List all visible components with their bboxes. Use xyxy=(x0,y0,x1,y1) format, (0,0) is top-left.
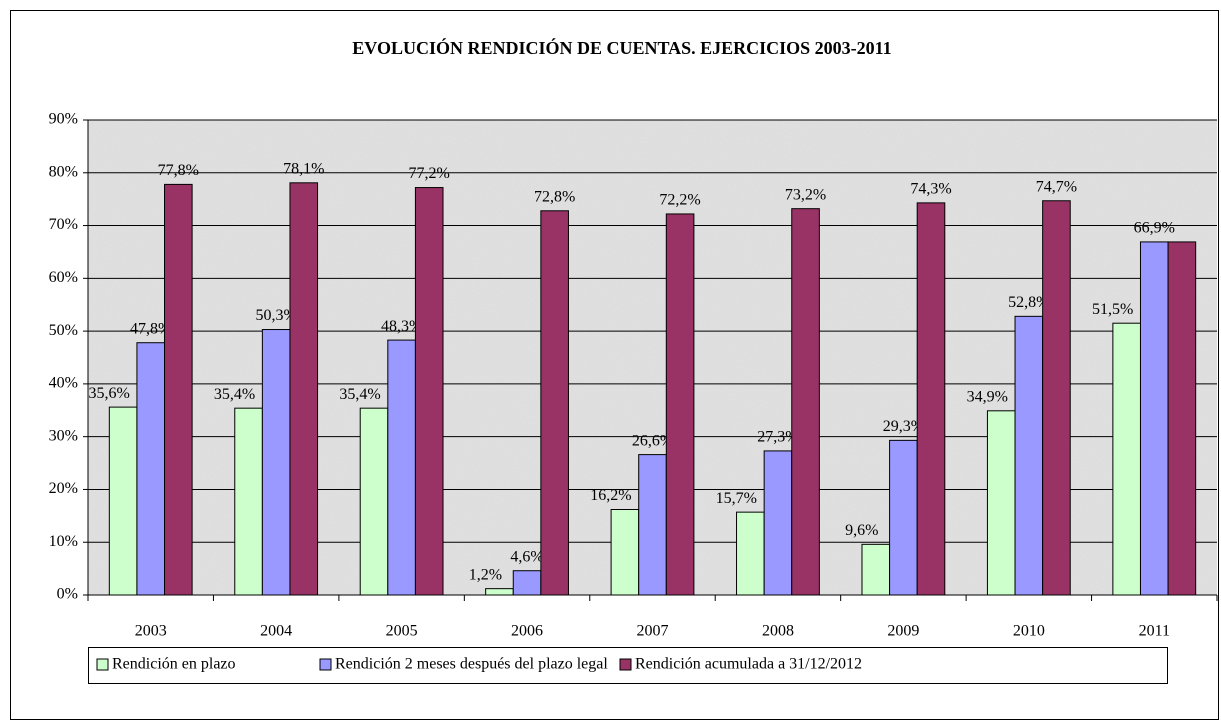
y-tick-label: 40% xyxy=(49,375,78,392)
data-label: 73,2% xyxy=(785,186,826,203)
x-tick-label: 2008 xyxy=(762,623,794,640)
y-tick-label: 90% xyxy=(49,111,78,128)
bar xyxy=(610,509,640,596)
data-label: 35,6% xyxy=(88,385,129,402)
y-tick-label: 50% xyxy=(49,322,78,339)
y-tick-label: 70% xyxy=(49,216,78,233)
data-label: 77,2% xyxy=(409,165,450,182)
y-tick-label: 0% xyxy=(57,586,78,603)
data-label: 47,8% xyxy=(130,320,171,337)
data-label: 66,9% xyxy=(1134,220,1175,237)
legend-swatch xyxy=(619,658,632,671)
bar xyxy=(665,213,695,596)
bar xyxy=(485,588,514,596)
y-tick-label: 60% xyxy=(49,269,78,286)
bar xyxy=(1014,315,1044,596)
bar xyxy=(1139,241,1169,596)
bar xyxy=(916,202,946,596)
data-label: 74,7% xyxy=(1036,178,1077,195)
bar xyxy=(986,410,1016,596)
data-label: 51,5% xyxy=(1092,301,1133,318)
x-tick-label: 2010 xyxy=(1013,623,1045,640)
x-tick-label: 2003 xyxy=(135,623,167,640)
bar xyxy=(763,450,793,596)
legend-swatch xyxy=(319,658,332,671)
bar xyxy=(736,511,765,596)
data-label: 52,8% xyxy=(1008,294,1049,311)
data-label: 4,6% xyxy=(510,548,543,565)
bar xyxy=(889,439,918,596)
x-tick-label: 2007 xyxy=(637,623,669,640)
chart-title: EVOLUCIÓN RENDICIÓN DE CUENTAS. EJERCICI… xyxy=(352,37,891,58)
bar xyxy=(164,183,193,596)
x-tick-label: 2005 xyxy=(386,623,418,640)
bar xyxy=(638,454,667,596)
x-tick-label: 2004 xyxy=(260,623,292,640)
data-label: 35,4% xyxy=(339,386,380,403)
bar xyxy=(540,210,569,596)
bar xyxy=(289,182,319,596)
bar xyxy=(108,406,138,596)
bar xyxy=(414,187,444,596)
data-label: 29,3% xyxy=(883,418,924,435)
data-label: 72,2% xyxy=(659,192,700,209)
legend-swatch xyxy=(96,658,109,671)
data-label: 48,3% xyxy=(381,318,422,335)
data-label: 50,3% xyxy=(256,307,297,324)
data-label: 15,7% xyxy=(716,490,757,507)
data-label: 77,8% xyxy=(158,162,199,179)
legend-label: Rendición acumulada a 31/12/2012 xyxy=(635,656,862,673)
bar xyxy=(136,342,166,596)
bar xyxy=(1042,200,1071,596)
x-tick-label: 2006 xyxy=(511,623,543,640)
x-tick-label: 2011 xyxy=(1139,623,1170,640)
bar xyxy=(359,407,389,596)
y-tick-label: 20% xyxy=(49,480,78,497)
data-label: 72,8% xyxy=(534,188,575,205)
data-label: 78,1% xyxy=(283,160,324,177)
y-tick-label: 10% xyxy=(49,533,78,550)
bar xyxy=(387,339,416,596)
data-label: 16,2% xyxy=(590,487,631,504)
y-tick-label: 80% xyxy=(49,163,78,180)
y-tick-label: 30% xyxy=(49,427,78,444)
bar xyxy=(861,543,891,596)
data-label: 74,3% xyxy=(910,181,951,198)
data-label: 9,6% xyxy=(845,522,878,539)
data-label: 34,9% xyxy=(967,388,1008,405)
bar xyxy=(261,329,291,596)
bar xyxy=(234,407,263,596)
bar xyxy=(1112,322,1141,596)
data-label: 27,3% xyxy=(757,429,798,446)
x-tick-label: 2009 xyxy=(887,623,919,640)
bar xyxy=(512,570,542,596)
data-label: 26,6% xyxy=(632,432,673,449)
data-label: 1,2% xyxy=(469,566,502,583)
data-label: 35,4% xyxy=(214,386,255,403)
bar xyxy=(791,208,820,596)
legend-label: Rendición 2 meses después del plazo lega… xyxy=(335,656,608,673)
legend-label: Rendición en plazo xyxy=(112,656,236,673)
bar xyxy=(1167,241,1197,596)
